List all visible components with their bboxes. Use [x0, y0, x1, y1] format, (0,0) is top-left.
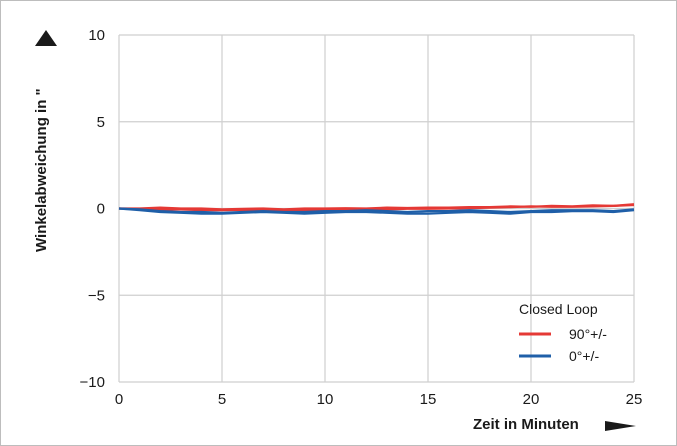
legend: Closed Loop 90°+/- 0°+/-	[519, 301, 607, 364]
legend-title: Closed Loop	[519, 301, 598, 317]
y-tick-label: 0	[97, 201, 105, 218]
y-axis-label: Winkelabweichung in "	[33, 88, 50, 252]
x-tick-label: 25	[626, 391, 643, 408]
series-line-3	[118, 207, 635, 214]
y-tick-label: −5	[88, 287, 105, 304]
legend-label-0: 0°+/-	[569, 348, 599, 364]
series-group	[118, 203, 635, 215]
x-tick-label: 5	[218, 391, 226, 408]
series-line-1	[118, 203, 635, 212]
y-axis-arrow-icon	[35, 30, 57, 46]
y-tick-label: −10	[80, 374, 105, 391]
tick-labels: 0 5 10 15 20 25 10 5 0 −5 −10	[80, 27, 643, 408]
x-tick-label: 20	[523, 391, 540, 408]
y-tick-label: 5	[97, 114, 105, 131]
x-axis-title: Zeit in Minuten	[473, 416, 636, 433]
x-axis-label: Zeit in Minuten	[473, 416, 579, 433]
x-tick-label: 10	[317, 391, 334, 408]
x-tick-label: 0	[115, 391, 123, 408]
x-tick-label: 15	[420, 391, 437, 408]
y-tick-label: 10	[88, 27, 105, 44]
legend-label-90: 90°+/-	[569, 326, 607, 342]
series-line-2	[118, 207, 635, 215]
x-axis-arrow-icon	[605, 421, 636, 431]
y-axis-title: Winkelabweichung in "	[33, 30, 57, 252]
